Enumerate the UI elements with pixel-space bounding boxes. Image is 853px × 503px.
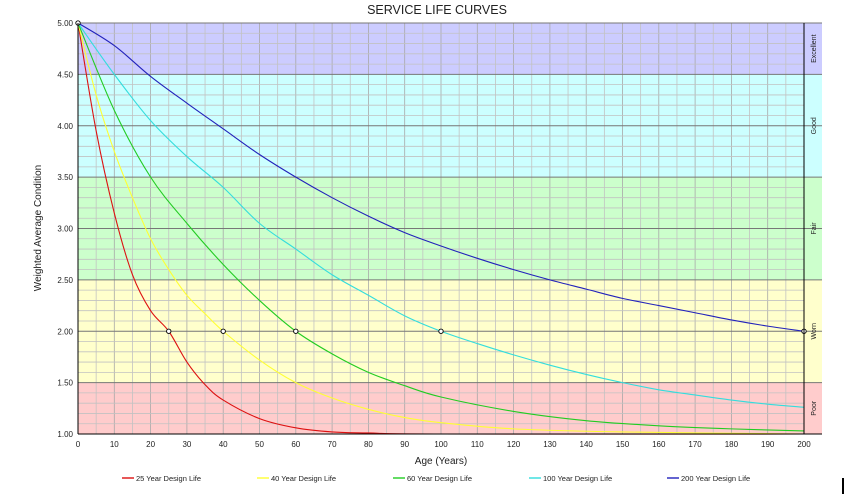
band-label-poor: Poor	[811, 400, 818, 415]
x-axis-label: Age (Years)	[415, 456, 467, 467]
x-tick-label: 120	[507, 440, 521, 449]
x-tick-labels: 0 10 20 30 40 50 60 70 80 90 100 110 120 130 140 150 160…	[76, 440, 811, 449]
x-tick-label: 40	[219, 440, 228, 449]
text-cursor	[842, 478, 844, 494]
band-label-good: Good	[811, 117, 818, 134]
series-line-3	[77, 22, 805, 432]
series-line-5	[77, 22, 805, 332]
series-marker	[220, 328, 226, 334]
y-tick-labels: 1.00 1.50 2.00 2.50 3.00 3.50 4.00 4.50 5.00	[57, 19, 73, 439]
series-marker	[293, 328, 299, 334]
x-tick-label: 10	[110, 440, 119, 449]
x-tick-label: 80	[364, 440, 373, 449]
band-labels: Excellent Good Fair Worn Poor	[811, 34, 818, 415]
band-label-fair: Fair	[811, 222, 818, 235]
x-tick-label: 50	[255, 440, 264, 449]
chart-title: SERVICE LIFE CURVES	[367, 3, 507, 17]
x-tick-label: 90	[400, 440, 409, 449]
band-label-worn: Worn	[811, 323, 818, 340]
x-tick-label: 200	[797, 440, 811, 449]
x-tick-label: 30	[182, 440, 191, 449]
legend-label: 200 Year Design Life	[681, 474, 750, 483]
legend-label: 40 Year Design Life	[271, 474, 336, 483]
x-tick-label: 150	[616, 440, 630, 449]
series-marker	[438, 328, 444, 334]
x-tick-label: 20	[146, 440, 155, 449]
x-tick-label: 60	[291, 440, 300, 449]
x-tick-label: 130	[543, 440, 557, 449]
band-label-excellent: Excellent	[811, 34, 818, 62]
legend-label: 100 Year Design Life	[543, 474, 612, 483]
y-tick-label: 3.50	[57, 173, 73, 182]
x-tick-label: 170	[688, 440, 702, 449]
series-marker	[166, 328, 172, 334]
y-tick-label: 1.00	[57, 430, 73, 439]
y-tick-label: 1.50	[57, 379, 73, 388]
y-tick-label: 4.00	[57, 122, 73, 131]
x-tick-label: 110	[471, 440, 484, 449]
x-tick-label: 190	[761, 440, 775, 449]
x-tick-label: 160	[652, 440, 666, 449]
x-tick-label: 0	[76, 440, 81, 449]
x-tick-label: 70	[328, 440, 337, 449]
band-excellent	[78, 23, 822, 75]
band-poor	[78, 382, 822, 434]
y-tick-label: 4.50	[57, 70, 73, 79]
series-line-2	[77, 22, 805, 435]
axes	[77, 23, 822, 435]
x-tick-label: 100	[434, 440, 448, 449]
legend: 25 Year Design Life 40 Year Design Life 60…	[122, 474, 750, 483]
legend-label: 60 Year Design Life	[407, 474, 472, 483]
x-tick-label: 180	[725, 440, 739, 449]
y-tick-label: 3.00	[57, 225, 73, 234]
y-tick-label: 5.00	[57, 19, 73, 28]
grid-lines	[77, 22, 822, 435]
y-tick-label: 2.00	[57, 327, 73, 336]
legend-label: 25 Year Design Life	[136, 474, 201, 483]
x-tick-label: 140	[580, 440, 594, 449]
y-tick-label: 2.50	[57, 276, 73, 285]
y-axis-label: Weighted Average Condition	[33, 165, 44, 291]
